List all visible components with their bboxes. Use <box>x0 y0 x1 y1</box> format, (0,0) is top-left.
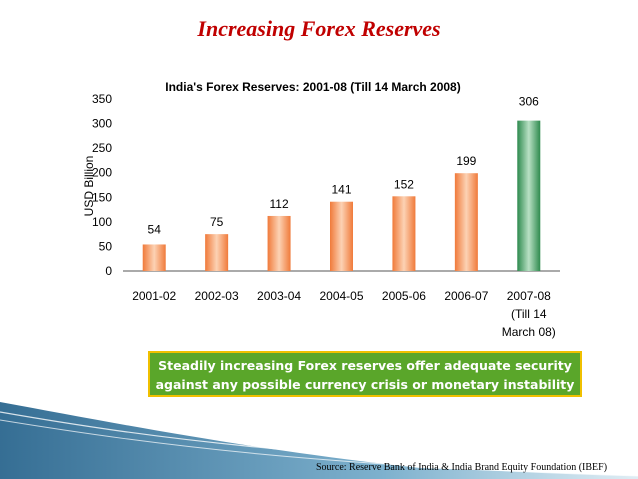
bar-5 <box>454 173 478 271</box>
bar-2 <box>267 215 291 271</box>
y-tick-label: 50 <box>99 239 113 253</box>
y-axis-label: USD Billion <box>82 156 96 217</box>
value-label: 54 <box>148 222 162 236</box>
value-label: 141 <box>331 183 351 197</box>
bar-3 <box>330 201 353 271</box>
plot-area: 0 50 100 150 200 250 300 350 54 2001-02 75 2002-03 1… <box>92 92 560 339</box>
bar-1 <box>205 234 229 271</box>
x-tick-label: 2005-06 <box>382 289 426 303</box>
y-tick-label: 250 <box>92 141 112 155</box>
chart-title: India's Forex Reserves: 2001-08 (Till 14… <box>165 80 460 94</box>
x-tick-label: March 08) <box>502 325 556 339</box>
value-label: 152 <box>394 177 414 191</box>
y-tick-label: 0 <box>105 264 112 278</box>
y-tick-label: 300 <box>92 117 112 131</box>
x-tick-label: (Till 14 <box>511 307 547 321</box>
callout-line-2: against any possible currency crisis or … <box>155 377 575 392</box>
x-tick-label: 2006-07 <box>444 289 488 303</box>
summary-callout: Steadily increasing Forex reserves offer… <box>148 351 582 397</box>
bar-0 <box>142 244 166 271</box>
y-tick-label: 150 <box>92 190 112 204</box>
x-tick-label: 2004-05 <box>319 289 363 303</box>
value-label: 75 <box>210 215 224 229</box>
y-tick-label: 350 <box>92 92 112 106</box>
value-label: 199 <box>456 154 476 168</box>
slide-title: Increasing Forex Reserves <box>197 16 441 41</box>
source-note: Source: Reserve Bank of India & India Br… <box>316 462 608 473</box>
y-tick-label: 100 <box>92 215 112 229</box>
value-label: 306 <box>519 95 539 109</box>
value-label: 112 <box>270 197 289 211</box>
x-tick-label: 2001-02 <box>132 289 176 303</box>
y-tick-label: 200 <box>92 166 112 180</box>
x-tick-label: 2007-08 <box>507 289 551 303</box>
x-tick-label: 2003-04 <box>257 289 301 303</box>
callout-line-1: Steadily increasing Forex reserves offer… <box>158 358 572 373</box>
bar-6 <box>517 120 541 271</box>
bar-4 <box>392 196 416 271</box>
x-tick-label: 2002-03 <box>195 289 239 303</box>
